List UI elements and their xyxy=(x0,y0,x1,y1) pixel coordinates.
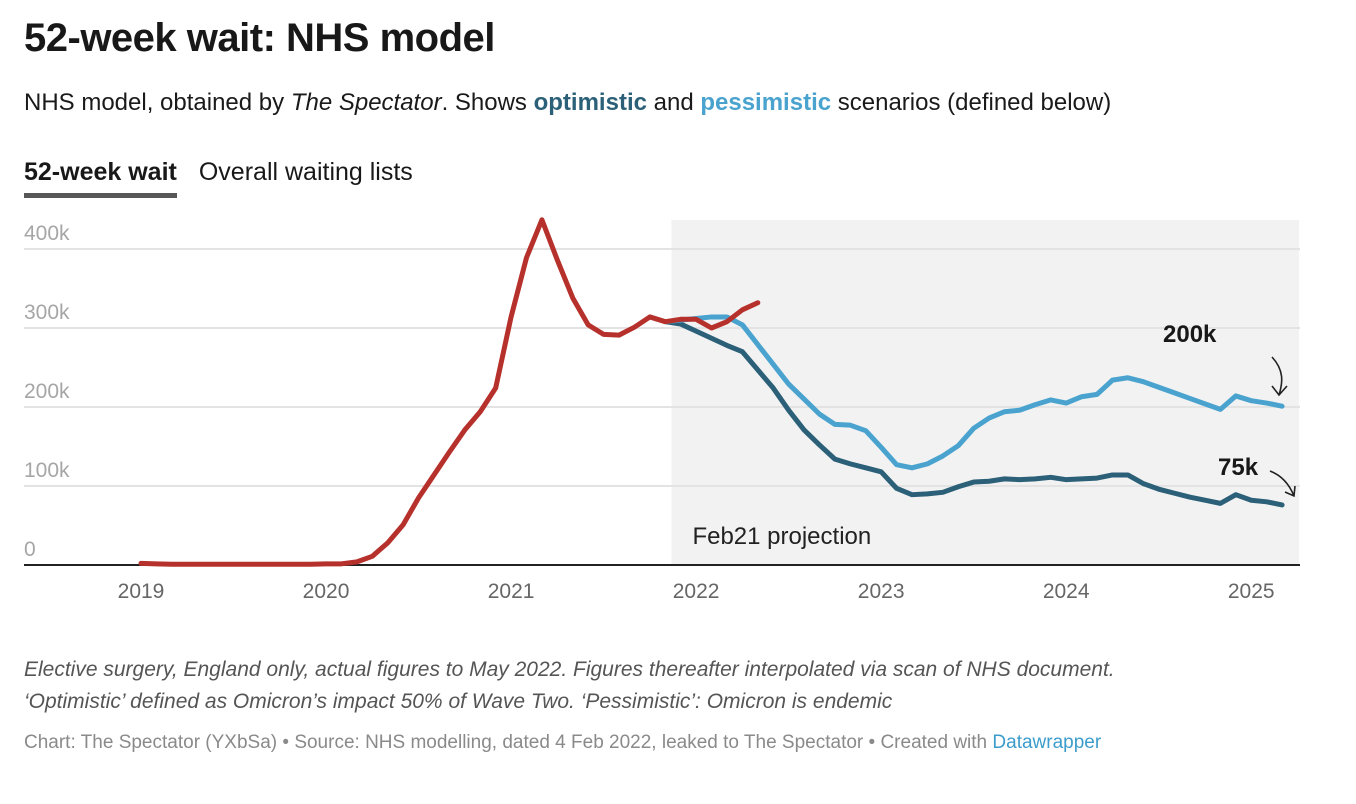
line-chart: 0 100k 200k 300k 400k 2019 2020 2021 2022 2023 20… xyxy=(24,217,1300,603)
chart-tabs: 52-week wait Overall waiting lists xyxy=(24,158,413,198)
y-tick-label: 200k xyxy=(24,380,70,403)
subtitle-text: NHS model, obtained by xyxy=(24,89,291,116)
notes-line: Elective surgery, England only, actual f… xyxy=(24,658,1115,681)
projection-label: Feb21 projection xyxy=(692,523,871,550)
chart-title: 52-week wait: NHS model xyxy=(24,16,495,60)
series-line-optimistic xyxy=(662,319,1285,508)
annotation-arrow-75k xyxy=(1269,470,1296,498)
y-tick-label: 100k xyxy=(24,459,70,482)
x-tick-label: 2020 xyxy=(303,580,350,603)
subtitle-publication: The Spectator xyxy=(290,89,442,116)
chart-notes: Elective surgery, England only, actual f… xyxy=(24,654,1115,718)
x-tick-label: 2019 xyxy=(118,580,165,603)
annotation-75k: 75k xyxy=(1218,454,1259,481)
tab-overall-waiting-lists[interactable]: Overall waiting lists xyxy=(198,158,413,186)
annotation-200k: 200k xyxy=(1163,321,1217,348)
y-tick-label: 0 xyxy=(24,538,36,561)
x-tick-label: 2023 xyxy=(858,580,905,603)
x-tick-label: 2022 xyxy=(673,580,720,603)
byline-text: Chart: The Spectator (YXbSa) • Source: N… xyxy=(24,732,993,753)
annotation-arrow-200k xyxy=(1271,356,1288,397)
tab-52-week-wait[interactable]: 52-week wait xyxy=(24,158,177,198)
legend-optimistic: optimistic xyxy=(533,89,647,116)
notes-line: ‘Optimistic’ defined as Omicron’s impact… xyxy=(24,690,893,713)
series-line-pessimistic xyxy=(662,314,1285,471)
projection-shaded-region xyxy=(671,220,1300,565)
series-line-actual xyxy=(138,217,761,567)
x-tick-label: 2024 xyxy=(1043,580,1090,603)
y-tick-label: 400k xyxy=(24,222,70,245)
legend-pessimistic: pessimistic xyxy=(700,89,832,116)
datawrapper-link[interactable]: Datawrapper xyxy=(992,732,1102,753)
y-tick-label: 300k xyxy=(24,301,70,324)
subtitle-text: . Shows xyxy=(441,89,534,116)
subtitle-text: and xyxy=(646,89,701,116)
chart-subtitle: NHS model, obtained by The Spectator. Sh… xyxy=(24,89,1111,117)
chart-byline: Chart: The Spectator (YXbSa) • Source: N… xyxy=(24,732,1101,754)
x-tick-label: 2025 xyxy=(1228,580,1275,603)
x-tick-label: 2021 xyxy=(488,580,535,603)
subtitle-text: scenarios (defined below) xyxy=(831,89,1112,116)
